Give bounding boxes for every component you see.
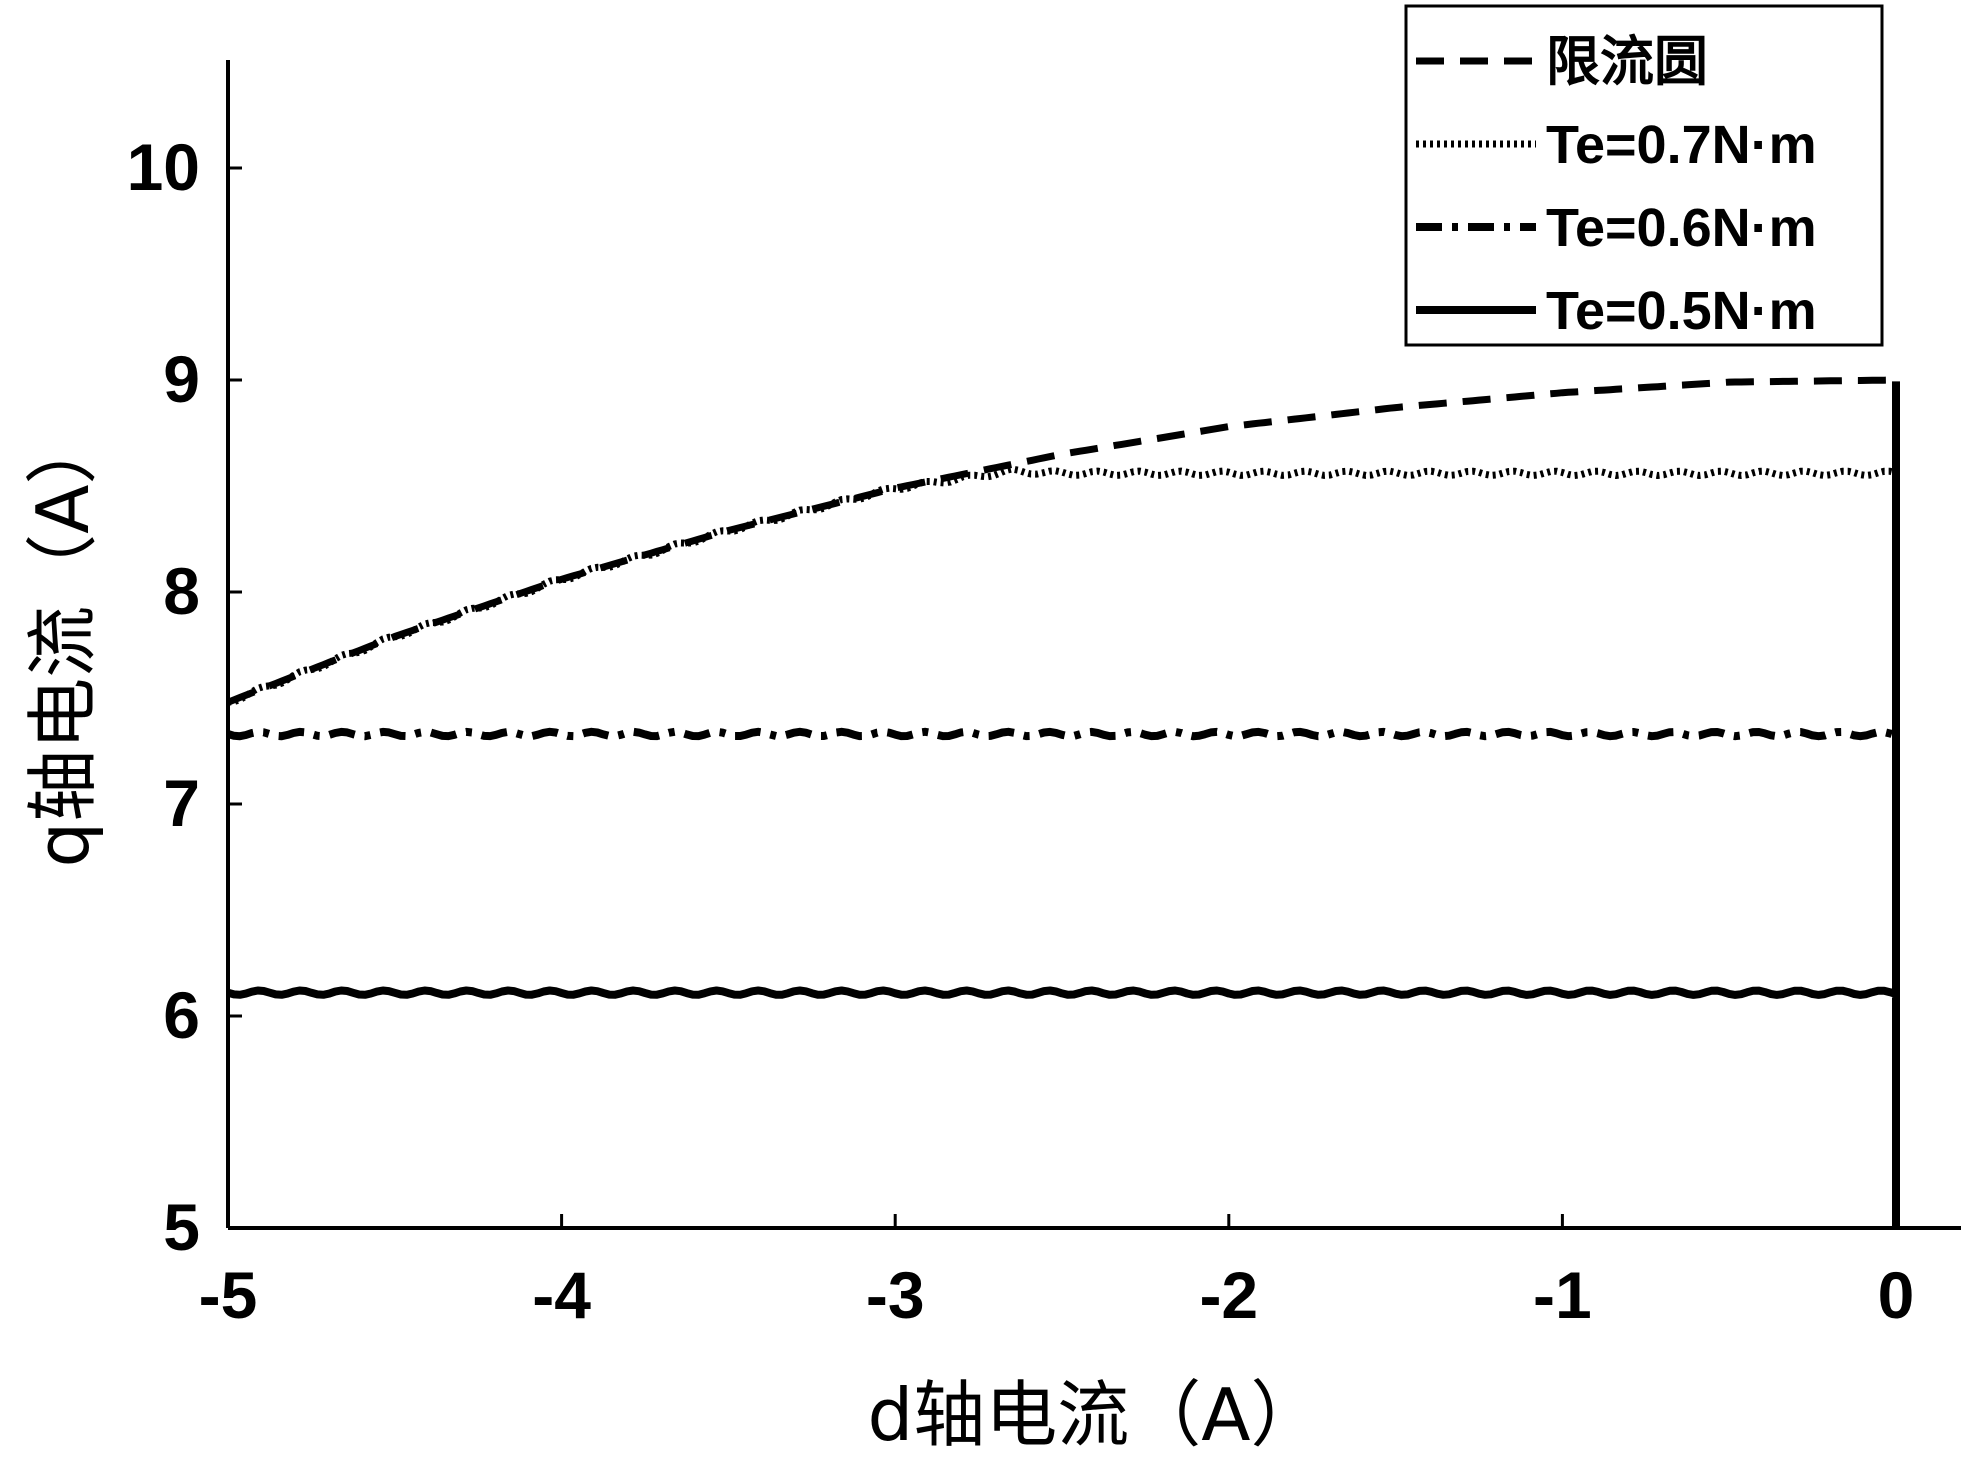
- legend-label: Te=0.6N·m: [1546, 198, 1817, 258]
- series-line-4: [228, 381, 1900, 1228]
- y-tick-label: 10: [127, 130, 200, 204]
- legend: 限流圆 Te=0.7N·m Te=0.6N·m Te=0.5N·m: [1404, 4, 1884, 347]
- x-tick-label: 0: [1878, 1258, 1915, 1332]
- x-tick-label: -3: [866, 1258, 925, 1332]
- x-tick-label: -1: [1533, 1258, 1592, 1332]
- series-line-2: [228, 465, 1900, 1228]
- x-tick-label: -4: [532, 1258, 591, 1332]
- series-line-1: [228, 376, 1897, 706]
- x-tick-label: -5: [199, 1258, 258, 1332]
- y-tick-label: 9: [163, 342, 200, 416]
- y-tick-label: 8: [163, 554, 200, 628]
- legend-label: 限流圆: [1546, 32, 1708, 92]
- legend-box: [1404, 4, 1884, 347]
- y-axis-title: q轴电流（A）: [21, 413, 105, 868]
- y-tick-label: 7: [163, 766, 200, 840]
- y-tick-label: 5: [163, 1190, 200, 1264]
- x-axis-title: d轴电流（A）: [868, 1373, 1323, 1457]
- x-tick-label: -2: [1199, 1258, 1258, 1332]
- legend-label: Te=0.7N·m: [1546, 115, 1817, 175]
- legend-label: Te=0.5N·m: [1546, 281, 1817, 341]
- y-tick-label: 6: [163, 978, 200, 1052]
